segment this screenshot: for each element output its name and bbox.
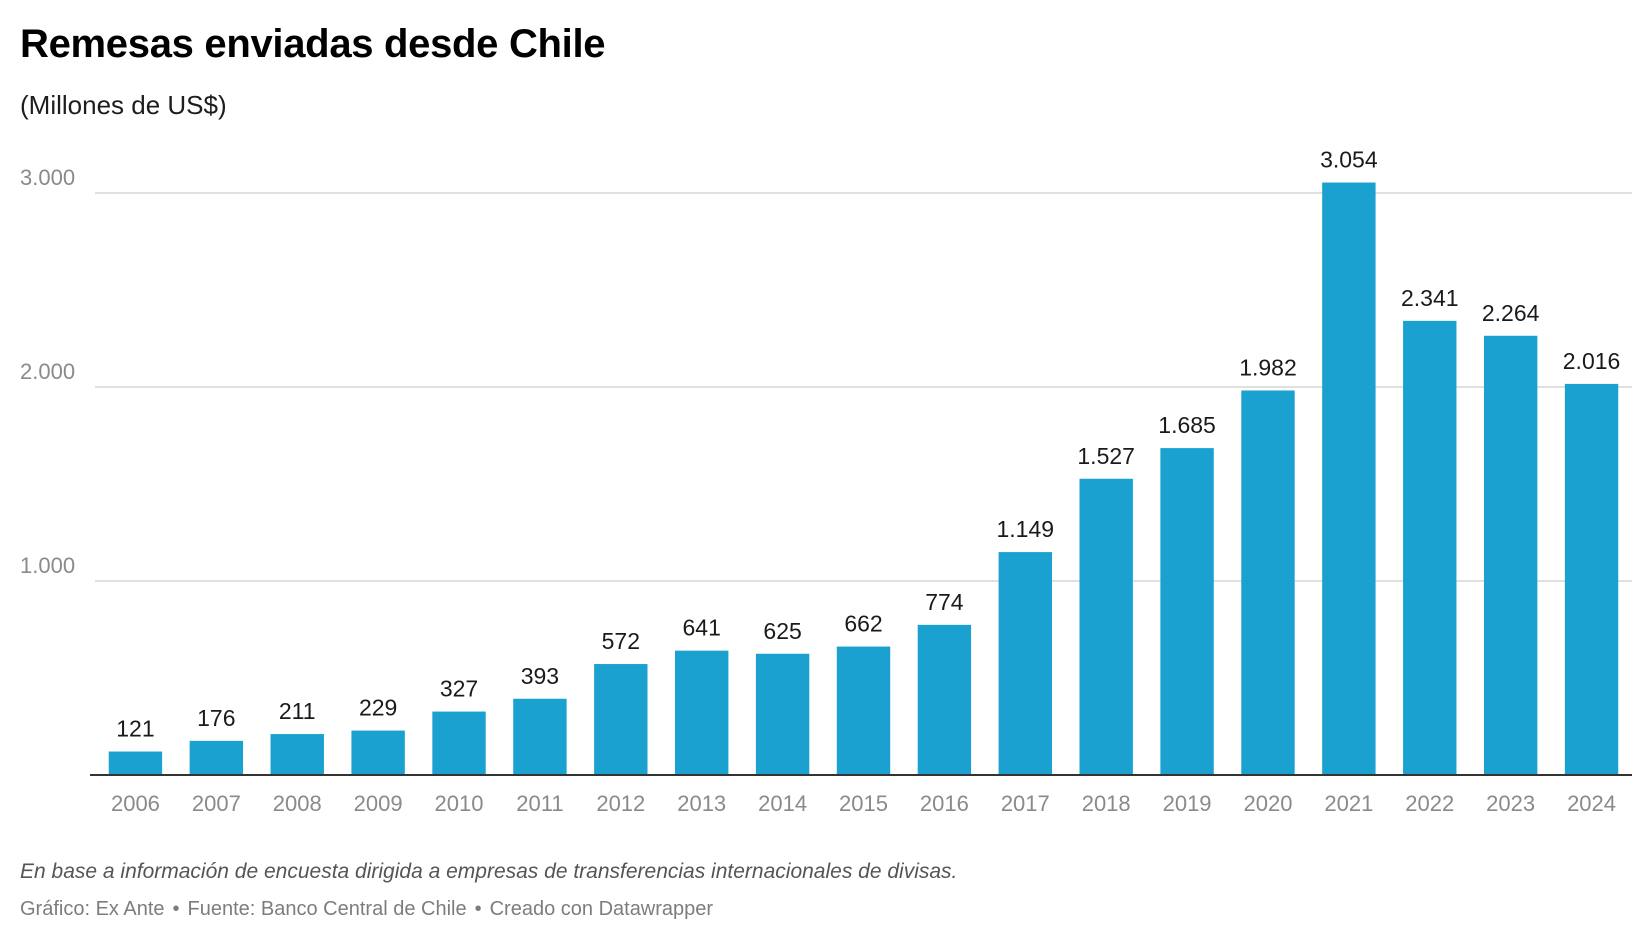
x-tick-label: 2006 — [111, 791, 160, 816]
bar-2011 — [513, 698, 567, 775]
bar-2020 — [1241, 390, 1295, 775]
value-label: 1.685 — [1158, 412, 1216, 438]
x-axis: 2006 2007 2008 2009 2010 2011 2012 2013 2014 2015… — [90, 774, 1632, 816]
bar-2008 — [270, 734, 324, 775]
bar-2015 — [836, 646, 891, 775]
value-label: 774 — [925, 589, 964, 615]
value-label: 211 — [279, 698, 316, 724]
bar-2024 — [1564, 383, 1619, 775]
value-label: 2.341 — [1401, 285, 1459, 311]
x-tick-label: 2014 — [758, 791, 807, 816]
credit-tool: Creado con Datawrapper — [489, 898, 714, 920]
x-tick-label: 2010 — [435, 791, 484, 816]
x-tick-label: 2017 — [1001, 791, 1050, 816]
y-tick-label: 2.000 — [20, 359, 75, 384]
bar-2012 — [594, 664, 648, 775]
x-tick-label: 2023 — [1486, 791, 1535, 816]
value-label: 2.264 — [1482, 300, 1540, 326]
x-tick-label: 2022 — [1405, 791, 1454, 816]
value-label: 176 — [197, 705, 235, 731]
x-tick-label: 2011 — [516, 791, 563, 816]
x-tick-label: 2008 — [273, 791, 322, 816]
value-label: 1.149 — [997, 516, 1055, 542]
value-labels: 121 176 211 229 327 393 572 641 625 662 774 1.149 1.… — [116, 147, 1620, 742]
x-tick-label: 2018 — [1082, 791, 1131, 816]
bar-2021 — [1322, 182, 1376, 776]
x-tick-label: 2007 — [192, 791, 241, 816]
y-tick-label: 1.000 — [20, 553, 75, 578]
bars — [108, 182, 1619, 776]
value-label: 393 — [521, 663, 559, 689]
bar-2018 — [1079, 478, 1133, 775]
value-label: 1.982 — [1239, 354, 1297, 380]
bar-2022 — [1403, 320, 1457, 775]
bar-2009 — [351, 730, 405, 775]
bar-2006 — [108, 751, 163, 775]
credit-source: Fuente: Banco Central de Chile — [187, 898, 467, 920]
byline-separator: • — [474, 898, 482, 920]
bar-chart: 1.000 2.000 3.000 121 176 211 229 327 393 572 641… — [20, 147, 1632, 816]
value-label: 641 — [683, 615, 721, 641]
value-label: 327 — [440, 676, 478, 702]
gridlines: 1.000 2.000 3.000 — [20, 165, 1632, 582]
x-tick-label: 2024 — [1567, 791, 1616, 816]
bar-2017 — [998, 552, 1052, 775]
x-tick-label: 2019 — [1163, 791, 1212, 816]
chart-title: Remesas enviadas desde Chile — [20, 22, 606, 66]
x-tick-label: 2016 — [920, 791, 969, 816]
y-tick-label: 3.000 — [20, 165, 75, 190]
x-tick-label: 2015 — [839, 791, 888, 816]
value-label: 121 — [116, 716, 154, 742]
value-label: 662 — [844, 611, 882, 637]
x-tick-label: 2013 — [677, 791, 726, 816]
value-label: 2.016 — [1563, 348, 1621, 374]
chart-subtitle: (Millones de US$) — [20, 90, 227, 120]
chart-byline: Gráfico: Ex Ante • Fuente: Banco Central d… — [20, 898, 713, 921]
bar-2016 — [917, 624, 972, 775]
bar-2010 — [432, 711, 486, 775]
x-tick-label: 2021 — [1324, 791, 1373, 816]
x-tick-label: 2020 — [1243, 791, 1292, 816]
bar-2007 — [189, 740, 244, 775]
bar-2019 — [1160, 448, 1214, 775]
bar-2014 — [755, 653, 810, 775]
byline-separator: • — [172, 898, 180, 920]
value-label: 3.054 — [1320, 147, 1378, 173]
bar-2013 — [675, 650, 729, 775]
x-tick-label: 2009 — [354, 791, 403, 816]
value-label: 229 — [359, 695, 397, 721]
x-tick-label: 2012 — [596, 791, 645, 816]
value-label: 1.527 — [1077, 443, 1135, 469]
value-label: 572 — [602, 628, 640, 654]
credit-chart: Gráfico: Ex Ante — [20, 898, 165, 920]
chart-notes: En base a información de encuesta dirigi… — [20, 860, 958, 883]
value-label: 625 — [763, 618, 801, 644]
bar-2023 — [1483, 335, 1538, 775]
